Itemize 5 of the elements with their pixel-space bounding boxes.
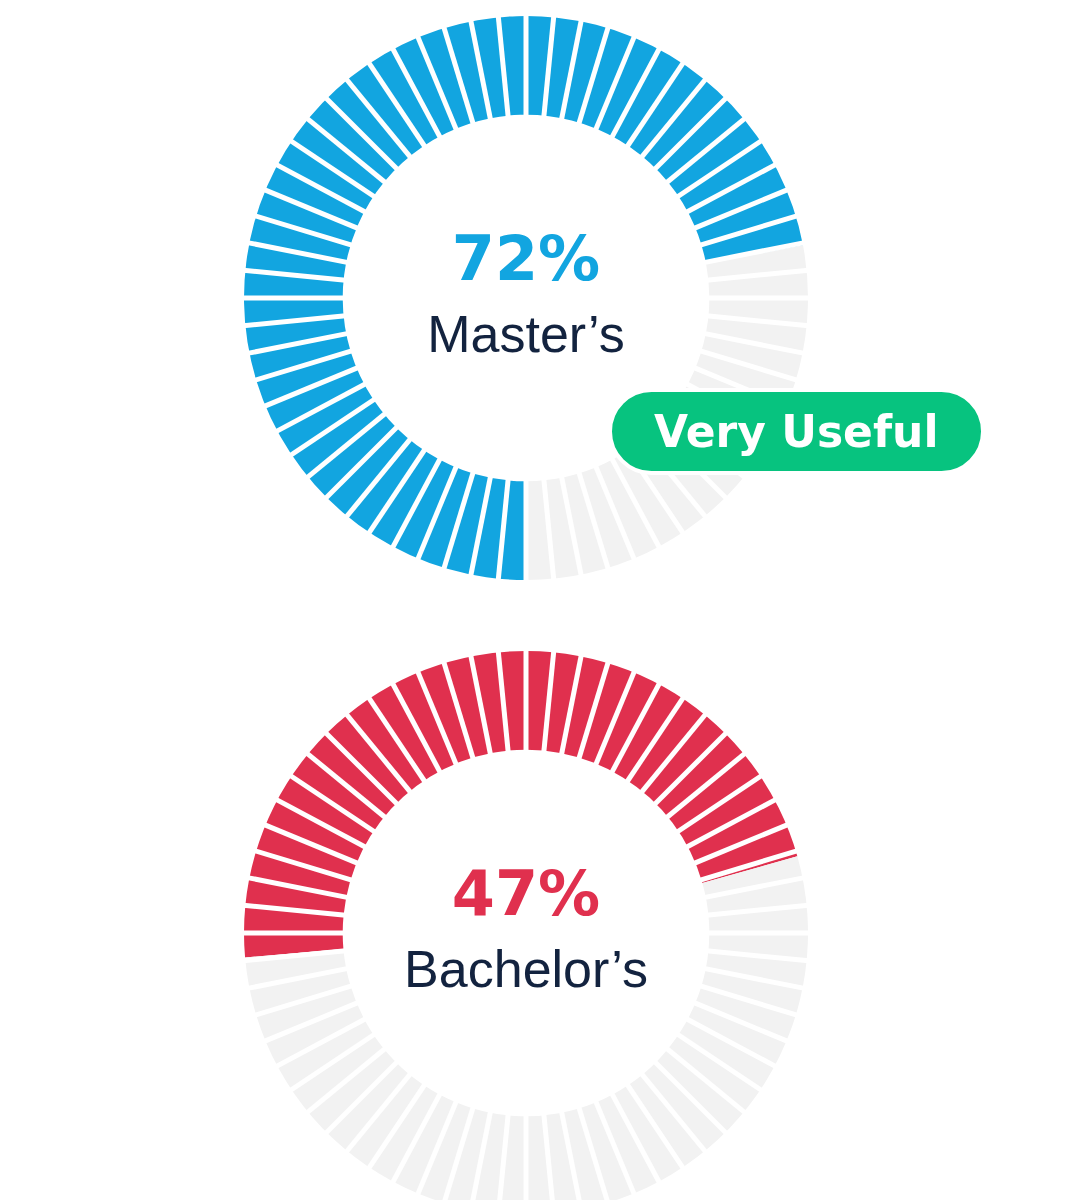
slice-label: Bachelor’s bbox=[404, 940, 648, 999]
slice-label: Master’s bbox=[427, 305, 625, 364]
data-label: 72% bbox=[451, 222, 601, 296]
data-label: 47% bbox=[451, 857, 601, 931]
text: Very Useful bbox=[608, 388, 985, 475]
